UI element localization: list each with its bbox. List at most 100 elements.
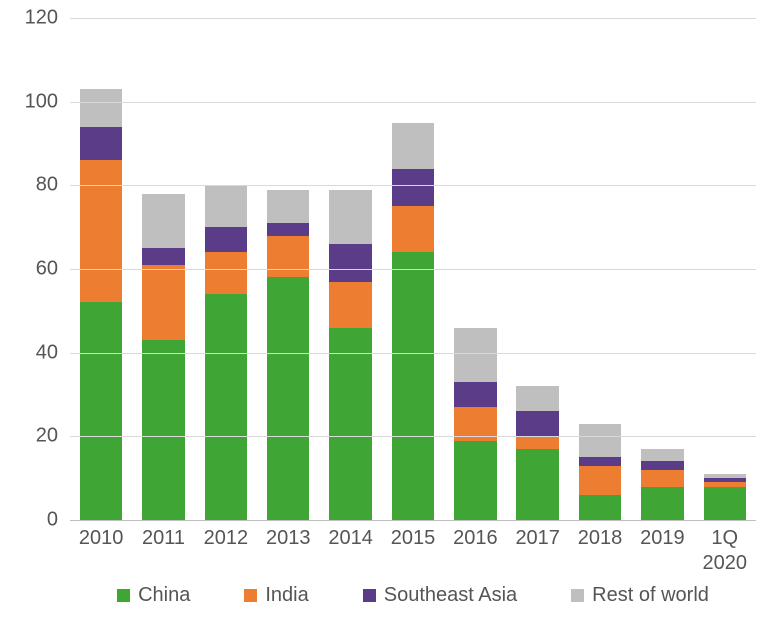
x-tick-label-line: 2018 (569, 526, 631, 551)
bar-segment (267, 223, 309, 236)
x-tick-label: 1Q2020 (694, 526, 756, 576)
bar-segment (142, 194, 184, 248)
legend-label: India (265, 584, 308, 607)
bar-segment (142, 340, 184, 520)
gridline (70, 269, 756, 270)
bar-segment (641, 470, 683, 487)
legend: China India Southeast Asia Rest of world (70, 584, 756, 607)
bar-segment (579, 424, 621, 457)
y-tick-label: 0 (47, 509, 58, 532)
y-tick-label: 40 (36, 341, 58, 364)
bar (641, 449, 683, 520)
x-tick-label: 2018 (569, 526, 631, 576)
x-tick-label-line: 2014 (319, 526, 381, 551)
legend-swatch-icon (117, 589, 130, 602)
legend-swatch-icon (571, 589, 584, 602)
bar-segment (641, 449, 683, 462)
gridline (70, 436, 756, 437)
x-tick-label-line: 2019 (631, 526, 693, 551)
bar-segment (641, 461, 683, 469)
bar-segment (142, 265, 184, 340)
bar-segment (329, 282, 371, 328)
bar (516, 386, 558, 520)
bar-segment (205, 185, 247, 227)
bar (704, 474, 746, 520)
legend-swatch-icon (363, 589, 376, 602)
bar-segment (579, 457, 621, 465)
bar-segment (516, 449, 558, 520)
bar (267, 190, 309, 520)
bar (142, 194, 184, 520)
bar-segment (80, 160, 122, 302)
x-tick-label: 2017 (507, 526, 569, 576)
bar-segment (454, 328, 496, 382)
bar-segment (267, 190, 309, 223)
x-tick-label-line: 2012 (195, 526, 257, 551)
bar (80, 89, 122, 520)
y-tick-label: 120 (25, 7, 58, 30)
bar-segment (205, 294, 247, 520)
bar-segment (392, 169, 434, 207)
x-tick-label-line: 2013 (257, 526, 319, 551)
bar-segment (516, 436, 558, 449)
x-tick-label: 2013 (257, 526, 319, 576)
bar-segment (579, 466, 621, 495)
bar-segment (267, 277, 309, 520)
bar-segment (392, 252, 434, 520)
legend-item: India (244, 584, 308, 607)
x-tick-label: 2012 (195, 526, 257, 576)
legend-item: Southeast Asia (363, 584, 517, 607)
bar-segment (142, 248, 184, 265)
x-tick-label: 2016 (444, 526, 506, 576)
x-tick-label: 2014 (319, 526, 381, 576)
legend-item: Rest of world (571, 584, 709, 607)
x-tick-label-line: 2017 (507, 526, 569, 551)
stacked-bar-chart: 0 20 40 60 80 100 120 201020112012201320142015… (0, 0, 780, 634)
y-tick-label: 80 (36, 174, 58, 197)
gridline (70, 102, 756, 103)
bar-segment (80, 302, 122, 520)
bar-segment (392, 123, 434, 169)
bar (454, 328, 496, 520)
bar-segment (516, 411, 558, 436)
legend-item: China (117, 584, 190, 607)
x-tick-label: 2019 (631, 526, 693, 576)
legend-label: Rest of world (592, 584, 709, 607)
bar-segment (641, 487, 683, 520)
bar (579, 424, 621, 520)
bar-segment (392, 206, 434, 252)
legend-swatch-icon (244, 589, 257, 602)
bar-segment (579, 495, 621, 520)
y-tick-label: 60 (36, 258, 58, 281)
bar (329, 190, 371, 520)
bar-segment (516, 386, 558, 411)
gridline (70, 353, 756, 354)
x-tick-label: 2010 (70, 526, 132, 576)
bar-segment (454, 441, 496, 520)
bar-segment (329, 244, 371, 282)
x-tick-label: 2011 (132, 526, 194, 576)
x-tick-label-line: 2020 (694, 551, 756, 576)
y-tick-label: 100 (25, 90, 58, 113)
x-tick-label: 2015 (382, 526, 444, 576)
gridline (70, 185, 756, 186)
bar-segment (205, 227, 247, 252)
x-axis: 2010201120122013201420152016201720182019… (70, 526, 756, 576)
y-axis: 020406080100120 (0, 18, 70, 520)
bar-segment (80, 89, 122, 127)
legend-label: Southeast Asia (384, 584, 517, 607)
legend-label: China (138, 584, 190, 607)
x-baseline (70, 520, 756, 521)
bar-segment (329, 328, 371, 520)
x-tick-label-line: 2010 (70, 526, 132, 551)
x-tick-label-line: 2011 (132, 526, 194, 551)
bar-segment (704, 487, 746, 520)
y-tick-label: 20 (36, 425, 58, 448)
bar (392, 123, 434, 520)
gridline (70, 18, 756, 19)
bar-segment (454, 382, 496, 407)
x-tick-label-line: 1Q (694, 526, 756, 551)
bar-segment (80, 127, 122, 160)
plot-area (70, 18, 756, 520)
bar-segment (267, 236, 309, 278)
